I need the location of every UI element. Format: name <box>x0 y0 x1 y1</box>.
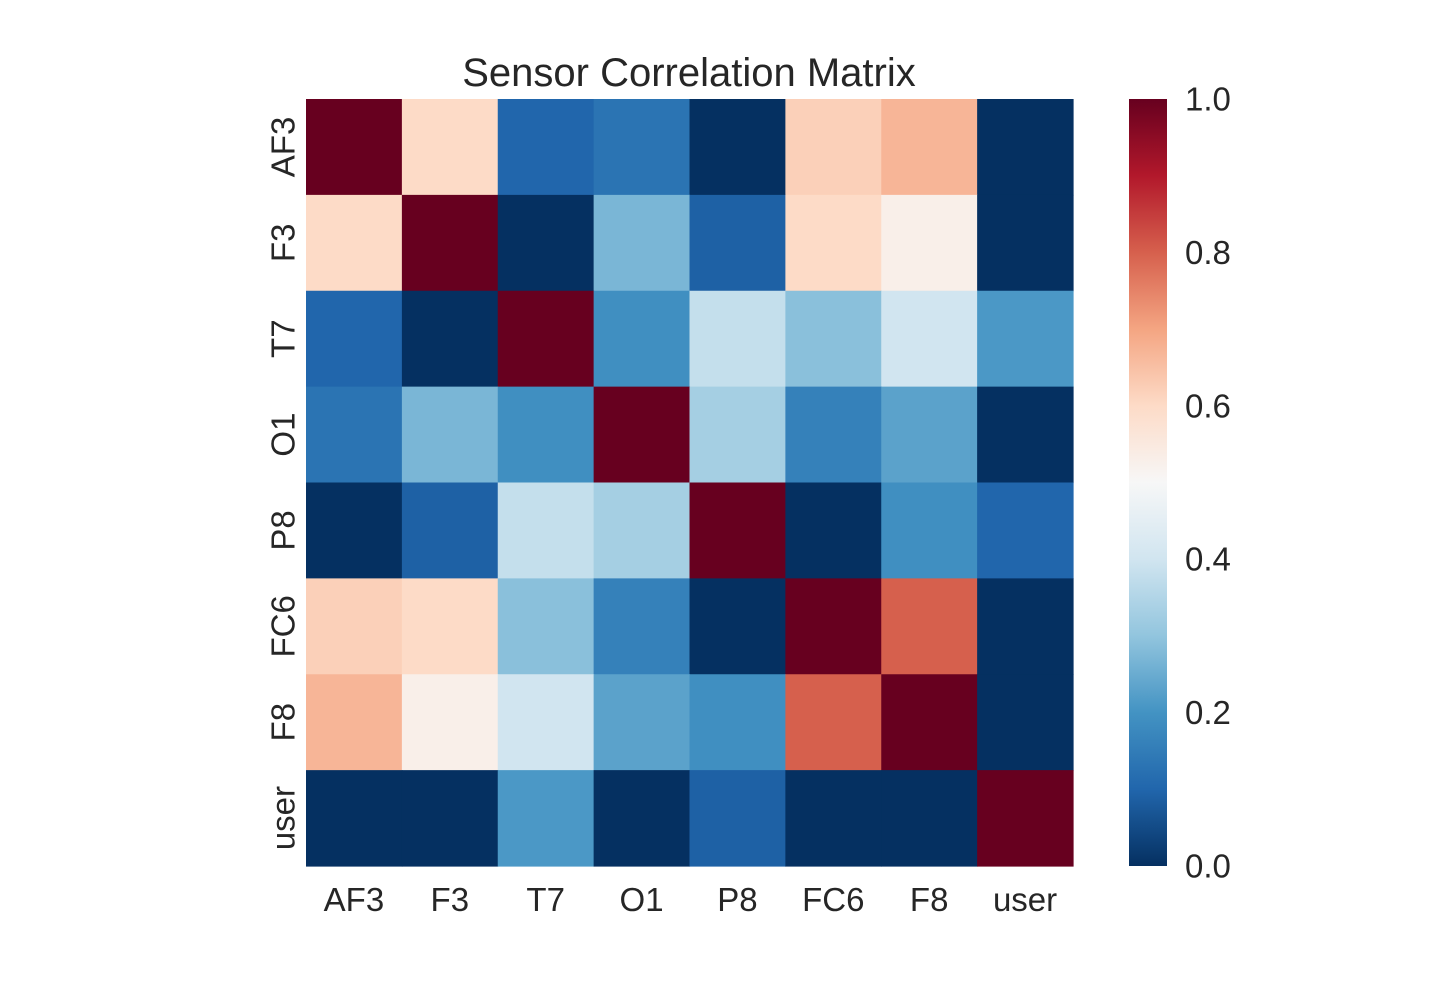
heatmap-cell-T7-FC6 <box>785 290 882 388</box>
heatmap-cell-T7-user <box>977 290 1074 388</box>
heatmap-cell-AF3-user <box>977 99 1074 196</box>
heatmap-cell-O1-AF3 <box>306 386 403 484</box>
colorbar-tick-labels: 0.0 0.2 0.4 0.6 0.8 1.0 <box>1185 81 1231 885</box>
heatmap-cell-T7-AF3 <box>306 290 403 388</box>
heatmap-cell-P8-F3 <box>401 482 499 579</box>
heatmap-cell-O1-F3 <box>401 386 499 484</box>
x-tick-label: F8 <box>910 881 949 918</box>
heatmap-cell-user-AF3 <box>306 770 403 867</box>
colorbar-tick-label: 0.8 <box>1185 234 1231 271</box>
heatmap-cell-P8-T7 <box>497 482 595 579</box>
y-tick-label: AF3 <box>265 117 302 178</box>
colorbar-tick-label: 0.0 <box>1185 848 1231 885</box>
heatmap-cell-T7-F8 <box>881 290 978 388</box>
heatmap-cell-F3-T7 <box>497 194 595 292</box>
heatmap-cell-AF3-AF3 <box>306 99 403 196</box>
heatmap-cell-F8-AF3 <box>306 674 403 771</box>
heatmap-cell-F3-F3 <box>401 194 499 292</box>
heatmap-cell-F8-O1 <box>593 674 691 771</box>
heatmap-cell-T7-F3 <box>401 290 499 388</box>
heatmap-cell-FC6-FC6 <box>785 578 882 675</box>
heatmap-cell-O1-O1 <box>593 386 691 484</box>
y-tick-label: user <box>265 786 302 850</box>
heatmap-cell-P8-FC6 <box>785 482 882 579</box>
heatmap-cell-FC6-F8 <box>881 578 978 675</box>
heatmap-cell-P8-AF3 <box>306 482 403 579</box>
colorbar-tick-label: 0.4 <box>1185 541 1231 578</box>
y-axis-tick-labels: AF3 F3 T7 O1 P8 FC6 F8 user <box>265 117 302 850</box>
y-tick-label: F8 <box>265 703 302 742</box>
heatmap-cell-T7-T7 <box>497 290 595 388</box>
heatmap-cell-user-user <box>977 770 1074 867</box>
heatmap-cell-FC6-O1 <box>593 578 691 675</box>
x-tick-label: O1 <box>620 881 664 918</box>
heatmap-cell-user-T7 <box>497 770 595 867</box>
heatmap-cell-FC6-user <box>977 578 1074 675</box>
heatmap-cell-O1-T7 <box>497 386 595 484</box>
heatmap-cell-P8-F8 <box>881 482 978 579</box>
colorbar-tick-label: 0.2 <box>1185 694 1231 731</box>
heatmap-cell-AF3-FC6 <box>785 99 882 196</box>
heatmap-cell-O1-P8 <box>689 386 786 484</box>
heatmap-cell-F3-P8 <box>689 194 786 292</box>
heatmap-cells <box>306 99 1074 867</box>
heatmap-cell-FC6-P8 <box>689 578 786 675</box>
heatmap-cell-FC6-AF3 <box>306 578 403 675</box>
x-axis-tick-labels: AF3 F3 T7 O1 P8 FC6 F8 user <box>324 881 1057 918</box>
x-tick-label: AF3 <box>324 881 385 918</box>
heatmap-cell-P8-P8 <box>689 482 786 579</box>
heatmap-cell-F8-F3 <box>401 674 499 771</box>
heatmap-cell-AF3-P8 <box>689 99 786 196</box>
x-tick-label: P8 <box>717 881 757 918</box>
x-tick-label: T7 <box>526 881 565 918</box>
x-tick-label: user <box>993 881 1057 918</box>
heatmap-cell-T7-O1 <box>593 290 691 388</box>
colorbar: 0.0 0.2 0.4 0.6 0.8 1.0 <box>1129 81 1231 885</box>
heatmap-cell-user-F8 <box>881 770 978 867</box>
heatmap-cell-user-FC6 <box>785 770 882 867</box>
heatmap-cell-AF3-O1 <box>593 99 691 196</box>
y-tick-label: F3 <box>265 224 302 263</box>
heatmap-cell-P8-O1 <box>593 482 691 579</box>
heatmap-cell-F3-user <box>977 194 1074 292</box>
heatmap-cell-F3-O1 <box>593 194 691 292</box>
x-tick-label: FC6 <box>802 881 864 918</box>
heatmap-cell-FC6-T7 <box>497 578 595 675</box>
y-tick-label: FC6 <box>265 595 302 657</box>
heatmap-cell-F3-F8 <box>881 194 978 292</box>
x-tick-label: F3 <box>431 881 470 918</box>
heatmap-cell-AF3-T7 <box>497 99 595 196</box>
heatmap-cell-F8-P8 <box>689 674 786 771</box>
heatmap-cell-FC6-F3 <box>401 578 499 675</box>
colorbar-gradient-bar <box>1129 99 1167 866</box>
heatmap-cell-F3-AF3 <box>306 194 403 292</box>
heatmap-cell-user-P8 <box>689 770 786 867</box>
heatmap-cell-O1-FC6 <box>785 386 882 484</box>
heatmap-cell-F3-FC6 <box>785 194 882 292</box>
heatmap-cell-T7-P8 <box>689 290 786 388</box>
heatmap-cell-F8-F8 <box>881 674 978 771</box>
heatmap-cell-F8-T7 <box>497 674 595 771</box>
heatmap-cell-P8-user <box>977 482 1074 579</box>
heatmap-cell-user-F3 <box>401 770 499 867</box>
y-tick-label: O1 <box>265 413 302 457</box>
y-tick-label: P8 <box>265 510 302 550</box>
heatmap-cell-F8-FC6 <box>785 674 882 771</box>
heatmap-cell-O1-F8 <box>881 386 978 484</box>
colorbar-tick-label: 0.6 <box>1185 387 1231 424</box>
chart-title: Sensor Correlation Matrix <box>462 51 916 95</box>
colorbar-tick-label: 1.0 <box>1185 81 1231 118</box>
y-tick-label: T7 <box>265 319 302 358</box>
heatmap-cell-AF3-F3 <box>401 99 499 196</box>
heatmap-cell-O1-user <box>977 386 1074 484</box>
heatmap-cell-user-O1 <box>593 770 691 867</box>
heatmap-cell-F8-user <box>977 674 1074 771</box>
heatmap-cell-AF3-F8 <box>881 99 978 196</box>
